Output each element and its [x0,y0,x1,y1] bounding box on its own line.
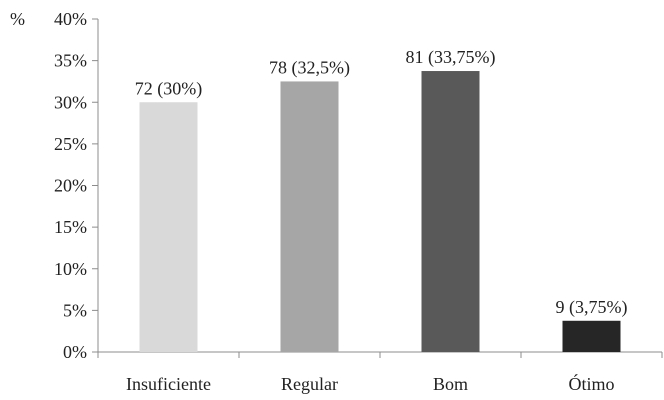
y-axis: 0% 5% 10% 15% 20% 25% 30% 35% 40% [54,9,99,362]
y-tick-label: 35% [54,51,87,71]
bar [139,102,198,352]
bar-data-label: 72 (30%) [135,78,202,99]
bars [139,71,621,352]
y-tick-label: 0% [63,342,87,362]
x-category-label: Insuficiente [126,374,211,394]
y-tick-label: 40% [54,9,87,29]
bar [421,71,480,352]
bar [562,320,621,352]
x-category-label: Regular [281,374,338,394]
y-tick-label: 15% [54,217,87,237]
y-tick-label: 25% [54,134,87,154]
y-tick-label: 30% [54,92,87,112]
bar-data-label: 9 (3,75%) [556,297,628,318]
x-category-label: Ótimo [568,373,614,394]
x-category-label: Bom [433,374,468,394]
y-tick-label: 20% [54,176,87,196]
y-tick-label: 10% [54,259,87,279]
y-tick-label: 5% [63,300,87,320]
bar [280,81,339,352]
bar-data-label: 78 (32,5%) [269,57,350,78]
y-axis-unit-label: % [10,9,25,29]
data-labels: 72 (30%) 78 (32,5%) 81 (33,75%) 9 (3,75%) [135,47,628,318]
bar-data-label: 81 (33,75%) [406,47,496,68]
x-axis: Insuficiente Regular Bom Ótimo [97,351,663,394]
